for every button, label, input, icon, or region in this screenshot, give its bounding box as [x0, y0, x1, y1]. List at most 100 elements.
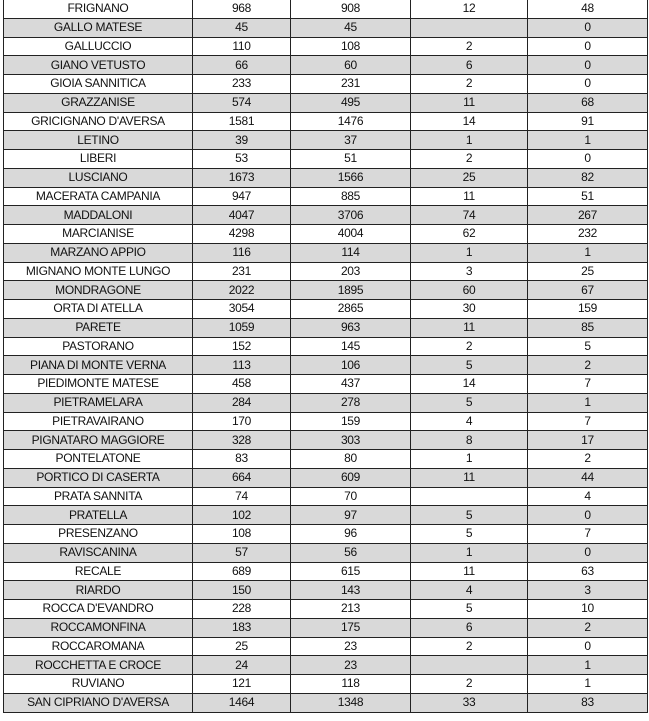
value-col-4-cell: 83 — [527, 692, 648, 713]
value-col-3-cell: 4 — [410, 580, 528, 600]
value-col-2-cell: 45 — [290, 17, 411, 38]
value-col-1-cell: 689 — [192, 561, 291, 582]
table-row: RUVIANO 121 118 2 1 — [3, 674, 648, 694]
value-col-2-cell: 118 — [290, 674, 411, 694]
table-row: GIOIA SANNITICA 233 231 2 0 — [3, 74, 648, 94]
value-col-4-cell: 63 — [527, 561, 648, 582]
value-col-4-cell: 1 — [527, 242, 648, 263]
value-col-3-cell: 5 — [410, 505, 528, 525]
value-col-3-cell: 2 — [410, 636, 528, 657]
value-col-4-cell: 1 — [527, 130, 648, 150]
value-col-4-cell: 5 — [527, 336, 648, 357]
table-row: LETINO 39 37 1 1 — [3, 130, 648, 150]
table-row: MACERATA CAMPANIA 947 885 11 51 — [3, 186, 648, 207]
value-col-3-cell: 14 — [410, 374, 528, 394]
value-col-1-cell: 57 — [192, 542, 291, 563]
value-col-3-cell: 2 — [410, 336, 528, 357]
value-col-4-cell: 0 — [527, 55, 648, 75]
value-col-4-cell: 51 — [527, 186, 648, 207]
value-col-3-cell: 12 — [410, 0, 528, 19]
value-col-1-cell: 1464 — [192, 692, 291, 713]
value-col-1-cell: 24 — [192, 655, 291, 675]
municipality-name-cell: LUSCIANO — [3, 167, 193, 188]
table-row: ROCCAROMANA 25 23 2 0 — [3, 636, 648, 657]
value-col-4-cell: 0 — [527, 636, 648, 657]
value-col-3-cell — [410, 486, 528, 507]
table-row: GALLUCCIO 110 108 2 0 — [3, 36, 648, 57]
value-col-2-cell: 96 — [290, 524, 411, 544]
value-col-1-cell: 664 — [192, 467, 291, 488]
value-col-2-cell: 1895 — [290, 280, 411, 300]
value-col-2-cell: 885 — [290, 186, 411, 207]
value-col-3-cell: 60 — [410, 280, 528, 300]
municipality-name-cell: MACERATA CAMPANIA — [3, 186, 193, 207]
value-col-1-cell: 66 — [192, 55, 291, 75]
table-row: MARZANO APPIO 116 114 1 1 — [3, 242, 648, 263]
value-col-4-cell: 3 — [527, 580, 648, 600]
municipality-name-cell: ROCCAMONFINA — [3, 617, 193, 638]
value-col-1-cell: 170 — [192, 411, 291, 432]
value-col-2-cell: 114 — [290, 242, 411, 263]
value-col-2-cell: 278 — [290, 392, 411, 413]
value-col-1-cell: 968 — [192, 0, 291, 19]
municipality-name-cell: PONTELATONE — [3, 449, 193, 469]
value-col-2-cell: 108 — [290, 36, 411, 57]
value-col-1-cell: 284 — [192, 392, 291, 413]
value-col-3-cell: 11 — [410, 561, 528, 582]
municipality-name-cell: SAN CIPRIANO D'AVERSA — [3, 692, 193, 713]
value-col-3-cell — [410, 655, 528, 675]
table-row: PARETE 1059 963 11 85 — [3, 317, 648, 338]
value-col-1-cell: 39 — [192, 130, 291, 150]
municipality-name-cell: ROCCA D'EVANDRO — [3, 599, 193, 619]
value-col-4-cell: 91 — [527, 111, 648, 132]
value-col-4-cell: 7 — [527, 411, 648, 432]
value-col-4-cell: 67 — [527, 280, 648, 300]
municipality-name-cell: MONDRAGONE — [3, 280, 193, 300]
value-col-4-cell: 0 — [527, 505, 648, 525]
value-col-1-cell: 228 — [192, 599, 291, 619]
municipality-name-cell: FRIGNANO — [3, 0, 193, 19]
table-row: GIANO VETUSTO 66 60 6 0 — [3, 55, 648, 75]
municipality-name-cell: PRATA SANNITA — [3, 486, 193, 507]
value-col-1-cell: 574 — [192, 92, 291, 113]
municipality-name-cell: PIEDIMONTE MATESE — [3, 374, 193, 394]
value-col-1-cell: 231 — [192, 261, 291, 282]
municipality-name-cell: GALLUCCIO — [3, 36, 193, 57]
municipality-name-cell: GALLO MATESE — [3, 17, 193, 38]
value-col-2-cell: 203 — [290, 261, 411, 282]
value-col-3-cell: 2 — [410, 74, 528, 94]
value-col-3-cell: 4 — [410, 411, 528, 432]
value-col-1-cell: 1059 — [192, 317, 291, 338]
value-col-1-cell: 458 — [192, 374, 291, 394]
value-col-2-cell: 106 — [290, 355, 411, 375]
table-row: PIETRAVAIRANO 170 159 4 7 — [3, 411, 648, 432]
value-col-4-cell: 2 — [527, 617, 648, 638]
value-col-2-cell: 3706 — [290, 205, 411, 225]
value-col-3-cell: 2 — [410, 36, 528, 57]
value-col-1-cell: 113 — [192, 355, 291, 375]
table-body: FRIGNANO 968 908 12 48 GALLO MATESE 45 45 0 GALLU… — [3, 0, 648, 713]
value-col-2-cell: 615 — [290, 561, 411, 582]
value-col-1-cell: 25 — [192, 636, 291, 657]
value-col-2-cell: 495 — [290, 92, 411, 113]
municipality-name-cell: PASTORANO — [3, 336, 193, 357]
value-col-4-cell: 232 — [527, 224, 648, 244]
municipality-name-cell: PIETRAMELARA — [3, 392, 193, 413]
value-col-2-cell: 23 — [290, 636, 411, 657]
table-row: GRICIGNANO D'AVERSA 1581 1476 14 91 — [3, 111, 648, 132]
value-col-3-cell: 6 — [410, 617, 528, 638]
municipality-name-cell: PIGNATARO MAGGIORE — [3, 430, 193, 450]
value-col-1-cell: 45 — [192, 17, 291, 38]
table-row: MARCIANISE 4298 4004 62 232 — [3, 224, 648, 244]
table-row: PIGNATARO MAGGIORE 328 303 8 17 — [3, 430, 648, 450]
municipality-name-cell: RECALE — [3, 561, 193, 582]
value-col-3-cell: 1 — [410, 130, 528, 150]
municipality-name-cell: GIANO VETUSTO — [3, 55, 193, 75]
value-col-2-cell: 56 — [290, 542, 411, 563]
value-col-3-cell: 30 — [410, 299, 528, 319]
value-col-3-cell: 5 — [410, 599, 528, 619]
municipality-data-table: FRIGNANO 968 908 12 48 GALLO MATESE 45 45 0 GALLU… — [3, 0, 648, 713]
value-col-1-cell: 947 — [192, 186, 291, 207]
municipality-name-cell: GRAZZANISE — [3, 92, 193, 113]
value-col-4-cell: 0 — [527, 542, 648, 563]
